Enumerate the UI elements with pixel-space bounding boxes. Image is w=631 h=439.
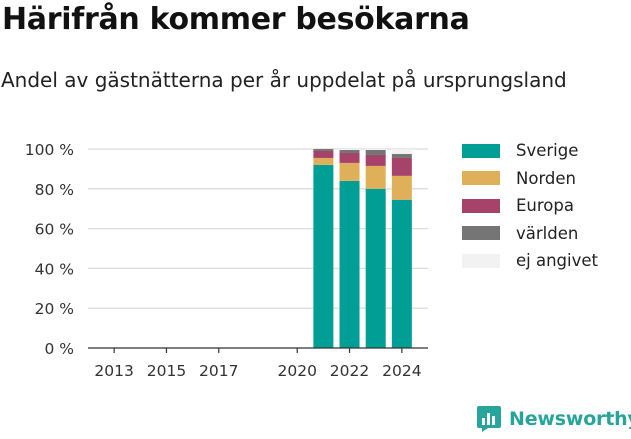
bar-segment: [365, 154, 386, 166]
legend-item: ej angivet: [462, 247, 598, 275]
bar-chart-bubble-icon: [477, 406, 501, 432]
legend-swatch: [462, 171, 500, 186]
x-tick-label: 2013: [94, 362, 133, 380]
bar-segment: [313, 150, 334, 158]
bar-segment: [313, 157, 334, 165]
bar-segment: [391, 199, 412, 348]
bar-segment: [339, 162, 360, 181]
bar-segment: [313, 149, 334, 151]
bar-segment: [365, 149, 386, 155]
bar-segment: [391, 149, 412, 154]
legend-label: Norden: [516, 168, 577, 188]
bar-segment: [365, 149, 386, 150]
brand-name: Newsworthy: [509, 408, 631, 430]
y-tick-label: 60 %: [35, 221, 74, 239]
bar-segment: [339, 149, 360, 153]
x-tick-label: 2017: [199, 362, 238, 380]
legend-item: Norden: [462, 165, 598, 193]
bar-segment: [339, 180, 360, 348]
bar-segment: [313, 164, 334, 348]
legend-swatch: [462, 198, 500, 213]
x-tick-label: 2020: [278, 362, 317, 380]
legend-swatch: [462, 253, 500, 268]
bar-segment: [365, 188, 386, 348]
legend-swatch: [462, 143, 500, 158]
chart-title: Härifrån kommer besökarna: [2, 2, 470, 37]
legend-item: Sverige: [462, 137, 598, 165]
x-tick-label: 2022: [330, 362, 369, 380]
x-tick-label: 2024: [382, 362, 421, 380]
legend-item: Europa: [462, 192, 598, 220]
legend-label: Sverige: [516, 141, 579, 161]
legend-swatch: [462, 226, 500, 241]
bar-segment: [339, 152, 360, 163]
y-tick-label: 80 %: [35, 181, 74, 199]
bar-segment: [365, 165, 386, 189]
y-tick-label: 20 %: [35, 300, 74, 318]
bar-segment: [391, 153, 412, 158]
brand-logo: Newsworthy: [476, 405, 631, 433]
legend-item: världen: [462, 220, 598, 248]
y-tick-label: 100 %: [25, 141, 74, 159]
bar-segment: [391, 157, 412, 176]
x-tick-label: 2015: [147, 362, 186, 380]
bar-segment: [339, 149, 360, 150]
legend-label: ej angivet: [516, 251, 598, 271]
legend: Sverige Norden Europa världen ej angivet: [462, 137, 598, 275]
legend-label: världen: [516, 223, 579, 243]
chart-subtitle: Andel av gästnätterna per år uppdelat på…: [1, 68, 567, 92]
y-tick-label: 40 %: [35, 260, 74, 278]
y-tick-label: 0 %: [44, 340, 74, 358]
bar-segment: [391, 175, 412, 200]
legend-label: Europa: [516, 196, 574, 216]
